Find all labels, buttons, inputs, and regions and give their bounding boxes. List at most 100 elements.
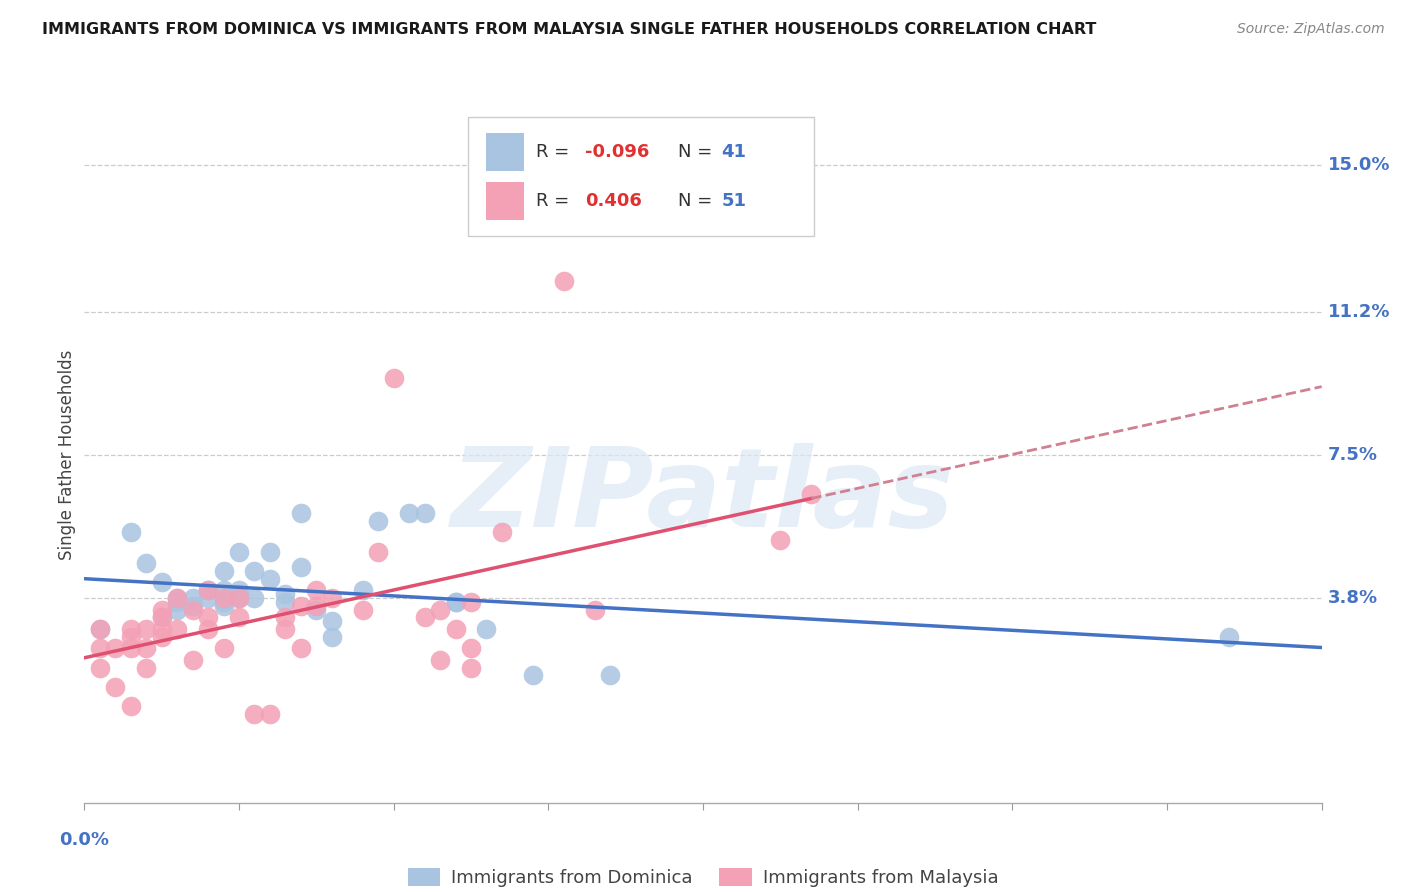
Point <box>243 591 266 605</box>
Text: 0.0%: 0.0% <box>59 830 110 848</box>
Point <box>382 370 405 384</box>
Point <box>228 587 250 601</box>
Point <box>166 602 188 616</box>
Point <box>321 591 343 605</box>
Point <box>583 602 606 616</box>
Point <box>135 660 157 674</box>
Bar <box>486 182 523 220</box>
Point <box>475 622 498 636</box>
Point <box>274 595 297 609</box>
Point <box>352 583 374 598</box>
Point <box>228 591 250 605</box>
FancyBboxPatch shape <box>468 118 814 235</box>
Point <box>553 274 575 288</box>
Point <box>120 641 142 656</box>
Point <box>212 591 235 605</box>
Point <box>104 641 127 656</box>
Point <box>243 564 266 578</box>
Point <box>413 610 436 624</box>
Point <box>290 599 312 613</box>
Point <box>290 641 312 656</box>
Point <box>212 595 235 609</box>
Point <box>120 699 142 714</box>
Point <box>212 641 235 656</box>
Point <box>150 610 173 624</box>
Point <box>166 591 188 605</box>
Point <box>274 622 297 636</box>
Point <box>599 668 621 682</box>
Text: ZIPatlas: ZIPatlas <box>451 443 955 550</box>
Point <box>398 506 420 520</box>
Point <box>120 525 142 540</box>
Text: 3.8%: 3.8% <box>1327 589 1378 607</box>
Point <box>460 595 482 609</box>
Point <box>166 595 188 609</box>
Text: 7.5%: 7.5% <box>1327 446 1378 464</box>
Point <box>181 653 204 667</box>
Point <box>321 630 343 644</box>
Text: R =: R = <box>536 144 575 161</box>
Text: R =: R = <box>536 192 575 210</box>
Point <box>166 591 188 605</box>
Point <box>212 599 235 613</box>
Legend: Immigrants from Dominica, Immigrants from Malaysia: Immigrants from Dominica, Immigrants fro… <box>401 861 1005 892</box>
Point <box>429 653 451 667</box>
Point <box>352 602 374 616</box>
Text: 51: 51 <box>721 192 747 210</box>
Point <box>197 583 219 598</box>
Text: N =: N = <box>678 192 718 210</box>
Point <box>321 614 343 628</box>
Text: 15.0%: 15.0% <box>1327 156 1391 174</box>
Point <box>150 630 173 644</box>
Point <box>135 556 157 570</box>
Point <box>89 622 111 636</box>
Point <box>228 583 250 598</box>
Point <box>197 610 219 624</box>
Text: Source: ZipAtlas.com: Source: ZipAtlas.com <box>1237 22 1385 37</box>
Point <box>197 591 219 605</box>
Point <box>259 706 281 721</box>
Point <box>150 602 173 616</box>
Point <box>89 622 111 636</box>
Point <box>305 602 328 616</box>
Point <box>181 602 204 616</box>
Point <box>460 641 482 656</box>
Point <box>135 622 157 636</box>
Bar <box>486 133 523 171</box>
Point <box>181 599 204 613</box>
Point <box>228 610 250 624</box>
Point <box>274 610 297 624</box>
Point <box>290 506 312 520</box>
Point <box>259 572 281 586</box>
Point <box>150 610 173 624</box>
Point <box>104 680 127 694</box>
Point <box>367 514 389 528</box>
Point <box>243 706 266 721</box>
Point <box>274 587 297 601</box>
Point <box>444 595 467 609</box>
Point <box>89 641 111 656</box>
Point <box>800 486 823 500</box>
Point <box>135 641 157 656</box>
Point <box>150 575 173 590</box>
Point <box>181 591 204 605</box>
Point <box>491 525 513 540</box>
Point <box>120 622 142 636</box>
Point <box>166 622 188 636</box>
Text: 11.2%: 11.2% <box>1327 303 1391 321</box>
Point <box>89 660 111 674</box>
Point <box>228 591 250 605</box>
Point <box>212 564 235 578</box>
Point <box>305 599 328 613</box>
Point <box>769 533 792 547</box>
Point <box>197 583 219 598</box>
Point <box>228 544 250 558</box>
Text: -0.096: -0.096 <box>585 144 650 161</box>
Text: IMMIGRANTS FROM DOMINICA VS IMMIGRANTS FROM MALAYSIA SINGLE FATHER HOUSEHOLDS CO: IMMIGRANTS FROM DOMINICA VS IMMIGRANTS F… <box>42 22 1097 37</box>
Text: 41: 41 <box>721 144 747 161</box>
Point <box>120 630 142 644</box>
Point <box>522 668 544 682</box>
Point <box>444 622 467 636</box>
Point <box>150 622 173 636</box>
Text: 0.406: 0.406 <box>585 192 643 210</box>
